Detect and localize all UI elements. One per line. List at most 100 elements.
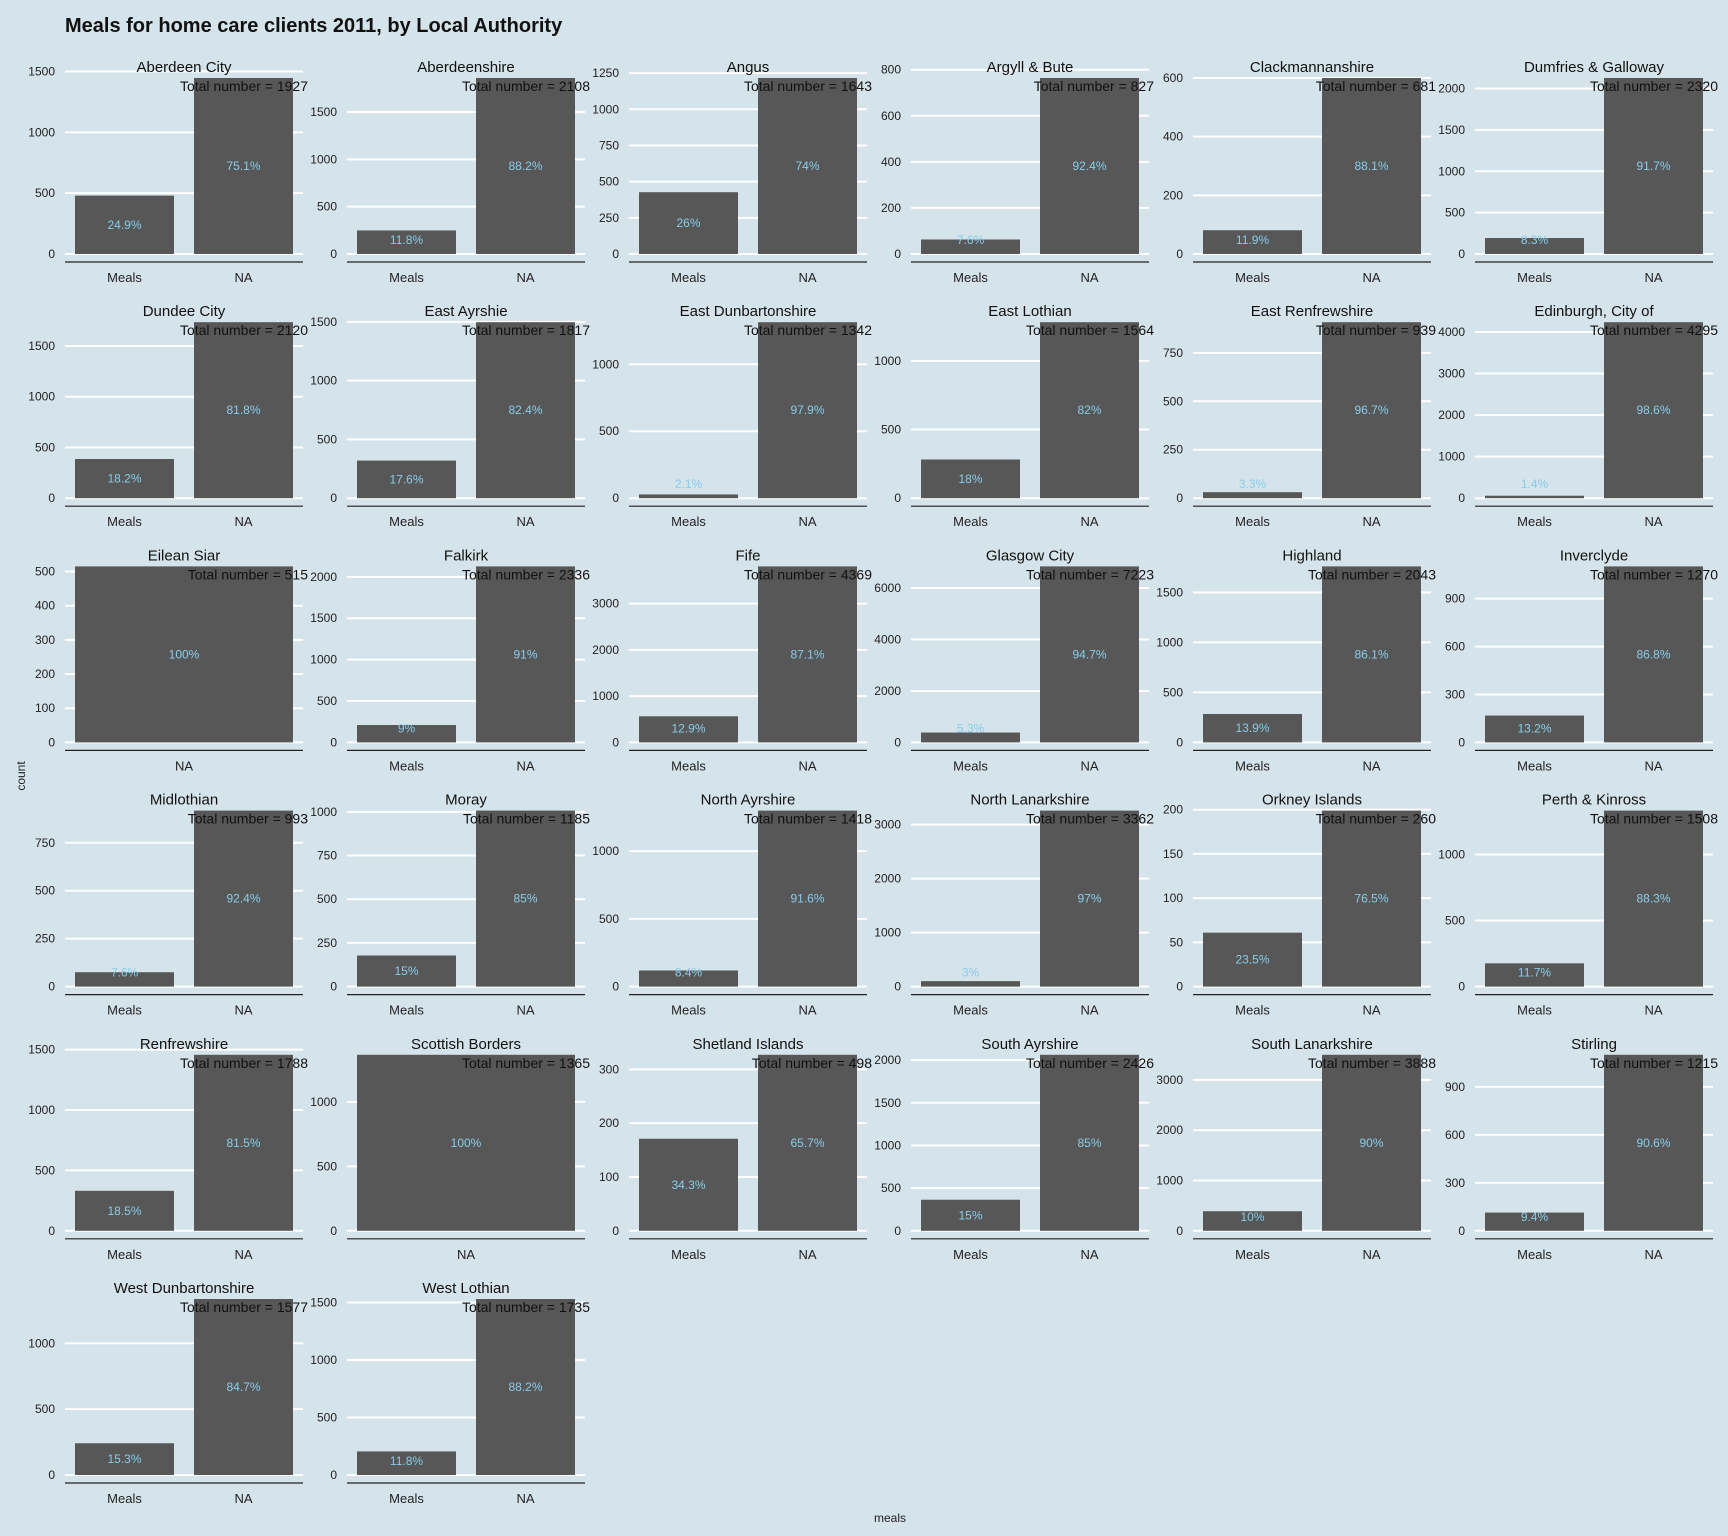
bar-na (1604, 566, 1703, 743)
y-tick-label: 2000 (310, 570, 337, 584)
percent-label: 18.5% (107, 1204, 141, 1218)
y-tick-label: 600 (1163, 71, 1183, 85)
panel-4: 0 200 400 600 11.9% Meals 88.1% NA Clackmannansh… (1163, 59, 1436, 285)
y-tick-label: 600 (1445, 640, 1465, 654)
bar-na (476, 1299, 575, 1475)
bar-meals (921, 1199, 1020, 1231)
panel-title: Scottish Borders (411, 1036, 521, 1053)
x-category-label: NA (798, 514, 816, 529)
y-tick-label: 0 (894, 491, 901, 505)
bar-meals (357, 230, 456, 254)
y-tick-label: 0 (612, 980, 619, 994)
panel-title: Edinburgh, City of (1534, 303, 1654, 320)
percent-label: 74% (795, 159, 819, 173)
panel-2: 0 250 500 750 1000 1250 26% Meals 74% NA Angus Tota… (592, 59, 872, 285)
panel-title: Clackmannanshire (1250, 59, 1374, 76)
panel-title: Moray (445, 792, 487, 809)
percent-label: 81.8% (226, 403, 260, 417)
percent-label: 17.6% (389, 472, 423, 486)
bar-meals (357, 955, 456, 987)
y-axis-label: count (14, 761, 28, 791)
x-category-label: NA (516, 270, 534, 285)
x-category-label: NA (1362, 758, 1380, 773)
y-tick-label: 0 (48, 1224, 55, 1238)
y-tick-label: 0 (330, 1468, 337, 1482)
bar-meals (1203, 713, 1302, 743)
percent-label: 88.2% (508, 159, 542, 173)
panel-title: South Lanarkshire (1251, 1036, 1373, 1053)
panel-total: Total number = 7223 (1026, 566, 1154, 582)
percent-label: 92.4% (226, 892, 260, 906)
bar-na (1040, 810, 1139, 987)
bar-meals (921, 459, 1020, 499)
y-tick-label: 400 (881, 155, 901, 169)
panel-total: Total number = 1564 (1026, 322, 1154, 338)
y-tick-label: 2000 (874, 872, 901, 886)
x-category-label: Meals (107, 1491, 142, 1506)
y-tick-label: 500 (881, 1181, 901, 1195)
percent-label: 8.4% (675, 966, 703, 980)
percent-label: 82% (1077, 403, 1101, 417)
y-tick-label: 0 (48, 980, 55, 994)
y-tick-label: 500 (35, 884, 55, 898)
panel-title: North Lanarkshire (970, 792, 1089, 809)
panel-title: Shetland Islands (693, 1036, 804, 1053)
panel-9: 0 500 1000 18% Meals 82% NA East Lothian Total n… (874, 303, 1154, 529)
bar-meals (639, 494, 738, 499)
x-category-label: NA (1080, 270, 1098, 285)
bar-na (1040, 322, 1139, 499)
panel-0: 0 500 1000 1500 24.9% Meals 75.1% NA Aberdeen Ci… (28, 59, 308, 285)
x-category-label: Meals (107, 270, 142, 285)
y-tick-label: 300 (1445, 687, 1465, 701)
y-tick-label: 1000 (592, 689, 619, 703)
percent-label: 24.9% (107, 218, 141, 232)
y-tick-label: 900 (1445, 1080, 1465, 1094)
bar-meals (639, 970, 738, 987)
panel-28: 0 1000 2000 3000 10% Meals 90% NA South Lanarksh… (1156, 1036, 1436, 1262)
panel-19: 0 250 500 750 1000 15% Meals 85% NA Moray Total nu… (310, 792, 590, 1018)
y-tick-label: 500 (317, 1410, 337, 1424)
y-tick-label: 0 (1176, 1224, 1183, 1238)
bar-na (476, 322, 575, 499)
panel-25: 0 500 1000 100% NA Scottish Borders Total numb… (310, 1036, 590, 1262)
percent-label: 91% (513, 647, 537, 661)
panel-total: Total number = 939 (1316, 322, 1436, 338)
bar-meals (357, 460, 456, 499)
y-tick-label: 1500 (310, 611, 337, 625)
panel-title: North Ayrshire (701, 792, 796, 809)
panel-10: 0 250 500 750 3.3% Meals 96.7% NA East Renfrewsh… (1163, 303, 1436, 529)
y-tick-label: 0 (330, 491, 337, 505)
bar-na (194, 322, 293, 499)
y-tick-label: 1000 (592, 357, 619, 371)
y-tick-label: 500 (599, 175, 619, 189)
x-category-label: Meals (953, 1003, 988, 1018)
bar-meals (1485, 963, 1584, 987)
bar-meals (1203, 1211, 1302, 1231)
y-tick-label: 500 (1445, 914, 1465, 928)
panel-total: Total number = 1643 (744, 78, 872, 94)
percent-label: 85% (1077, 1136, 1101, 1150)
percent-label: 8.3% (1521, 233, 1549, 247)
x-category-label: Meals (107, 1247, 142, 1262)
bar-na (758, 322, 857, 499)
y-tick-label: 4000 (874, 632, 901, 646)
panel-18: 0 250 500 750 7.6% Meals 92.4% NA Midlothian Tota… (35, 792, 308, 1018)
y-tick-label: 100 (599, 1170, 619, 1184)
panel-22: 0 50 100 150 200 23.5% Meals 76.5% NA Orkney Isla… (1163, 792, 1436, 1018)
panel-total: Total number = 2120 (180, 322, 308, 338)
y-tick-label: 0 (894, 980, 901, 994)
x-category-label: Meals (1235, 1003, 1270, 1018)
y-tick-label: 250 (317, 936, 337, 950)
panel-title: Dumfries & Galloway (1524, 59, 1665, 76)
panel-total: Total number = 1927 (180, 78, 308, 94)
panel-total: Total number = 2108 (462, 78, 590, 94)
panel-title: East Lothian (988, 303, 1071, 320)
percent-label: 11.8% (390, 1454, 423, 1468)
y-tick-label: 1000 (874, 1138, 901, 1152)
y-tick-label: 500 (35, 440, 55, 454)
panel-title: Highland (1282, 547, 1341, 564)
y-tick-label: 1500 (1156, 585, 1183, 599)
bar-meals (357, 725, 456, 743)
bar-meals (1485, 238, 1584, 254)
bar-na (194, 810, 293, 987)
